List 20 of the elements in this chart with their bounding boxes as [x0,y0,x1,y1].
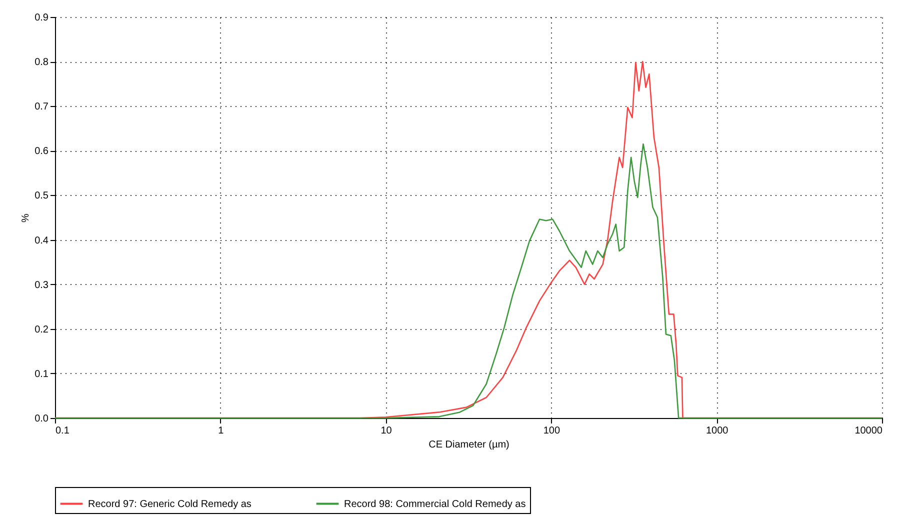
y-tick-label: 0.9 [34,12,49,24]
legend-label: Record 98: Commercial Cold Remedy as [344,498,526,510]
y-tick-label: 0.1 [34,368,49,380]
y-tick-label: 0.0 [34,414,49,424]
y-tick-label: 0.7 [34,102,49,113]
y-tick-label: 0.2 [34,324,49,336]
x-tick-label: 0.1 [56,426,70,436]
y-tick-label: 0.5 [34,190,49,202]
x-axis-title: CE Diameter (µm) [428,440,510,450]
x-tick-label: 100 [543,426,560,436]
y-tick-label: 0.6 [34,146,49,158]
x-tick-label: 10000 [854,426,883,436]
x-tick-label: 1 [218,426,224,436]
y-tick-label: 0.8 [34,57,49,68]
y-tick-label: 0.4 [34,235,49,246]
y-tick-label: 0.3 [34,280,49,291]
x-tick-label: 10 [380,426,392,436]
legend-label: Record 97: Generic Cold Remedy as [88,498,252,510]
x-tick-label: 1000 [706,426,729,436]
y-axis-title: % [20,213,32,222]
